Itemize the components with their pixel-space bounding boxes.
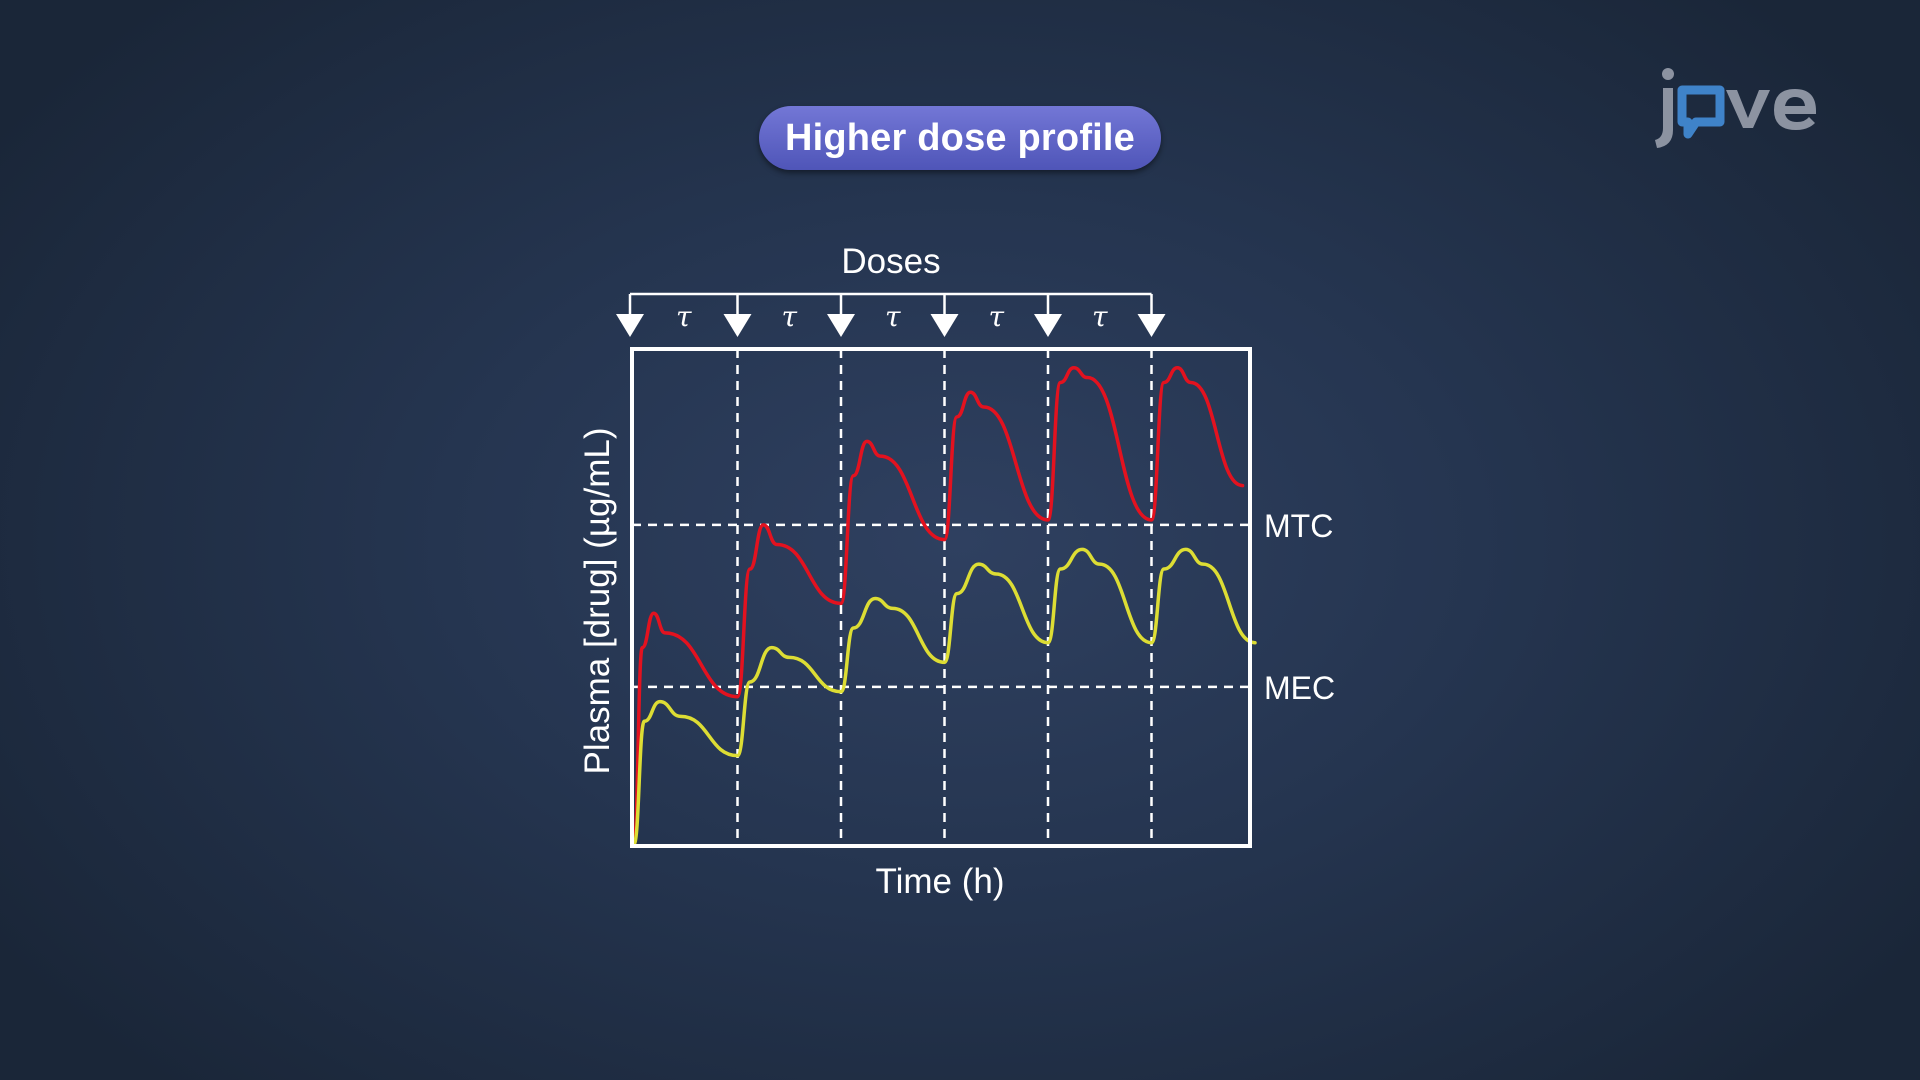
- interval-tau-label: τ: [989, 300, 1005, 333]
- interval-tau-label: τ: [782, 300, 798, 333]
- page-title: Higher dose profile: [759, 106, 1161, 170]
- plot-frame: [630, 347, 1252, 848]
- dose-arrow-icon: [1034, 314, 1062, 337]
- reference-label-mec: MEC: [1264, 670, 1335, 706]
- series-line-higher-dose: [632, 365, 1245, 846]
- jove-logo: [1655, 68, 1816, 148]
- y-axis-label: Plasma [drug] (µg/mL): [578, 428, 617, 775]
- logo-letter-j: [1655, 88, 1673, 148]
- reference-label-mtc: MTC: [1264, 508, 1333, 544]
- logo-letter-j-dot: [1662, 68, 1674, 80]
- logo-letter-v: [1726, 90, 1770, 128]
- dose-arrow-icon: [827, 314, 855, 337]
- dose-arrow-icon: [1137, 314, 1166, 337]
- series-line-standard-dose: [632, 547, 1257, 846]
- logo-letter-e: [1774, 89, 1816, 130]
- interval-tau-label: τ: [1092, 300, 1108, 333]
- dose-arrow-icon: [930, 314, 959, 337]
- interval-tau-label: τ: [676, 300, 692, 333]
- interval-tau-label: τ: [885, 300, 901, 333]
- dose-arrow-icon: [616, 314, 644, 337]
- x-axis-label: Time (h): [876, 862, 1005, 901]
- doses-label: Doses: [841, 242, 940, 281]
- logo-speech-bubble-icon: [1677, 85, 1725, 139]
- dose-arrow-icon: [723, 314, 752, 337]
